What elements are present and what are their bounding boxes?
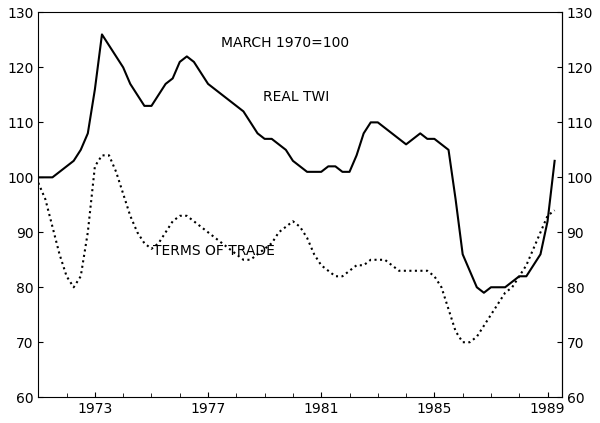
Text: TERMS OF TRADE: TERMS OF TRADE — [154, 244, 275, 258]
Text: REAL TWI: REAL TWI — [263, 90, 329, 104]
Text: MARCH 1970=100: MARCH 1970=100 — [221, 36, 350, 50]
